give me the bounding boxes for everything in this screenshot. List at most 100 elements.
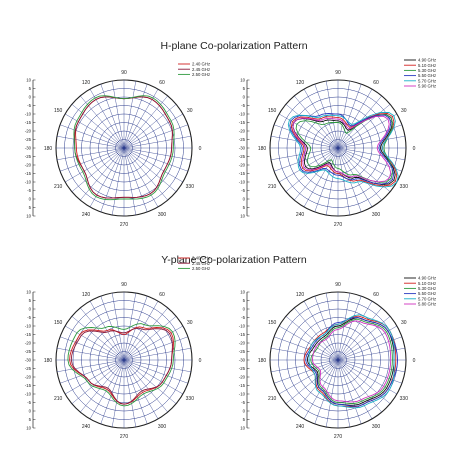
angle-tick-label: 60	[159, 80, 165, 86]
angle-tick-label: 300	[372, 424, 381, 430]
radial-tick-label: -20	[25, 163, 32, 168]
polar-grid-spoke	[337, 359, 362, 424]
radial-tick-label: -15	[25, 332, 32, 337]
series-line	[308, 314, 395, 409]
radial-tick-label: -5	[241, 400, 245, 405]
polar-grid-spoke	[123, 147, 159, 207]
legend-label: 5.30 GHz	[418, 68, 436, 73]
radial-tick-label: 5	[29, 205, 32, 210]
radial-tick-label: 10	[240, 426, 245, 431]
polar-grid-spoke	[337, 301, 373, 361]
series-line	[287, 111, 399, 188]
legend-label: 2.40 GHz	[192, 256, 210, 261]
polar-grid-spoke	[337, 147, 406, 161]
angle-tick-label: 330	[186, 184, 195, 190]
polar-grid-spoke	[337, 147, 397, 183]
legend-label: 5.70 GHz	[418, 296, 436, 301]
legend-label: 2.45 GHz	[192, 67, 210, 72]
polar-grid-spoke	[123, 147, 177, 192]
series-line	[290, 112, 398, 187]
polar-grid-spoke	[60, 124, 125, 149]
polar-grid-spoke	[337, 359, 391, 404]
radial-tick-label: 0	[29, 95, 32, 100]
angle-tick-label: 240	[296, 424, 305, 430]
radial-tick-label: -25	[239, 366, 246, 371]
polar-grid-spoke	[314, 147, 339, 212]
angle-tick-label: 180	[258, 358, 267, 364]
angle-tick-label: 30	[187, 320, 193, 326]
polar-grid-spoke	[100, 296, 125, 361]
polar-grid-spoke	[274, 147, 339, 172]
angle-tick-label: 180	[44, 358, 53, 364]
polar-grid-spoke	[89, 89, 125, 149]
angle-tick-label: 60	[373, 292, 379, 298]
polar-grid-spoke	[270, 135, 339, 149]
angle-tick-label: 300	[372, 212, 381, 218]
angle-tick-label: 210	[268, 396, 277, 402]
angle-tick-label: 150	[268, 320, 277, 326]
legend-label: 2.50 GHz	[192, 266, 210, 271]
angle-tick-label: 120	[82, 80, 91, 86]
polar-grid-spoke	[60, 336, 125, 361]
radial-tick-label: -25	[25, 366, 32, 371]
angle-tick-label: 150	[268, 108, 277, 114]
series-line	[70, 327, 173, 405]
legend-label: 5.70 GHz	[418, 78, 436, 83]
radial-tick-label: -20	[239, 375, 246, 380]
angle-tick-label: 90	[335, 282, 341, 288]
polar-grid-spoke	[71, 104, 125, 149]
polar-grid-spoke	[337, 359, 397, 395]
polar-grid-spoke	[65, 147, 125, 183]
radial-tick-label: 10	[26, 290, 31, 295]
angle-tick-label: 330	[186, 396, 195, 402]
polar-chart-1: 90603003303002702402101801501201050-5-10…	[25, 62, 210, 228]
polar-grid-spoke	[314, 359, 339, 424]
legend-label: 5.10 GHz	[418, 63, 436, 68]
polar-grid-spoke	[314, 296, 339, 361]
radial-tick-label: 5	[243, 298, 246, 303]
angle-tick-label: 330	[400, 396, 409, 402]
polar-grid-spoke	[123, 307, 168, 361]
angle-tick-label: 300	[158, 424, 167, 430]
angle-tick-label: 30	[187, 108, 193, 114]
radial-tick-label: -25	[239, 137, 246, 142]
polar-grid-spoke	[337, 325, 397, 361]
angle-tick-label: 270	[120, 222, 129, 228]
polar-grid-spoke	[337, 104, 391, 149]
polar-grid-spoke	[56, 147, 125, 161]
radial-tick-label: -15	[239, 171, 246, 176]
legend-label: 5.50 GHz	[418, 73, 436, 78]
polar-grid-spoke	[337, 359, 402, 384]
radial-tick-label: -15	[239, 383, 246, 388]
polar-grid-spoke	[123, 359, 177, 404]
radial-tick-label: -30	[25, 146, 32, 151]
legend-label: 2.45 GHz	[192, 261, 210, 266]
polar-grid-spoke	[60, 359, 125, 384]
polar-grid-spoke	[337, 359, 351, 428]
legend-label: 5.50 GHz	[418, 291, 436, 296]
polar-grid-spoke	[123, 89, 159, 149]
polar-grid-spoke	[123, 147, 168, 201]
angle-tick-label: 0	[199, 146, 202, 152]
angle-tick-label: 0	[413, 358, 416, 364]
angle-tick-label: 300	[158, 212, 167, 218]
angle-tick-label: 210	[54, 184, 63, 190]
polar-grid-spoke	[123, 336, 188, 361]
angle-tick-label: 180	[258, 146, 267, 152]
polar-grid-spoke	[123, 347, 192, 361]
radial-tick-label: -10	[239, 112, 246, 117]
angle-tick-label: 30	[401, 320, 407, 326]
polar-grid-spoke	[89, 147, 125, 207]
polar-grid-spoke	[123, 124, 188, 149]
polar-chart-4: 90603003303002702402101801501201050-5-10…	[239, 276, 436, 440]
radial-tick-label: -10	[25, 112, 32, 117]
polar-grid-spoke	[270, 359, 339, 373]
polar-grid-spoke	[274, 336, 339, 361]
radial-tick-label: -25	[239, 154, 246, 159]
polar-grid-spoke	[123, 147, 148, 212]
radial-tick-label: 5	[243, 86, 246, 91]
polar-grid-spoke	[80, 307, 125, 361]
radial-tick-label: 0	[29, 197, 32, 202]
polar-grid-spoke	[337, 359, 373, 419]
legend-label: 5.30 GHz	[418, 286, 436, 291]
